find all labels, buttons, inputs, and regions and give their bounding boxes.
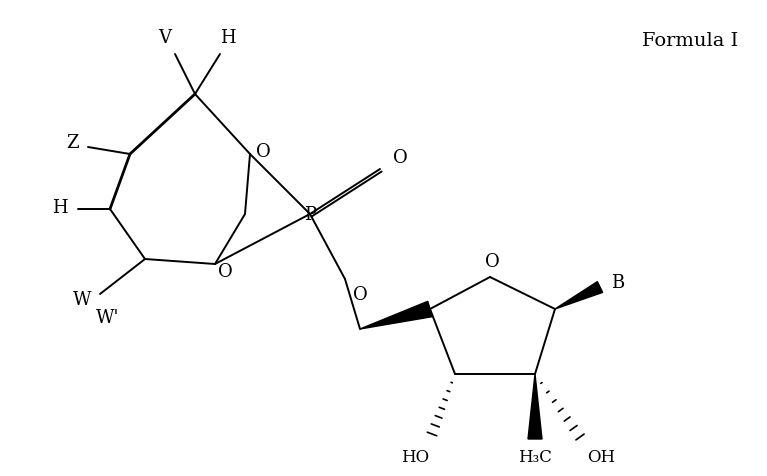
Text: P: P <box>304 206 316 224</box>
Text: OH: OH <box>587 448 615 466</box>
Text: V: V <box>159 29 172 47</box>
Polygon shape <box>360 302 432 329</box>
Polygon shape <box>555 282 603 309</box>
Text: H₃C: H₃C <box>518 448 552 466</box>
Text: HO: HO <box>401 448 429 466</box>
Text: H: H <box>220 29 235 47</box>
Text: O: O <box>393 149 407 167</box>
Text: H: H <box>52 198 67 217</box>
Text: B: B <box>611 273 624 291</box>
Text: O: O <box>255 143 271 161</box>
Text: Formula I: Formula I <box>642 32 738 50</box>
Text: O: O <box>218 262 232 280</box>
Polygon shape <box>528 374 542 439</box>
Text: O: O <box>353 286 367 303</box>
Text: W: W <box>73 290 91 308</box>
Text: Z: Z <box>66 134 78 152</box>
Text: W': W' <box>97 308 120 327</box>
Text: O: O <box>485 252 499 270</box>
